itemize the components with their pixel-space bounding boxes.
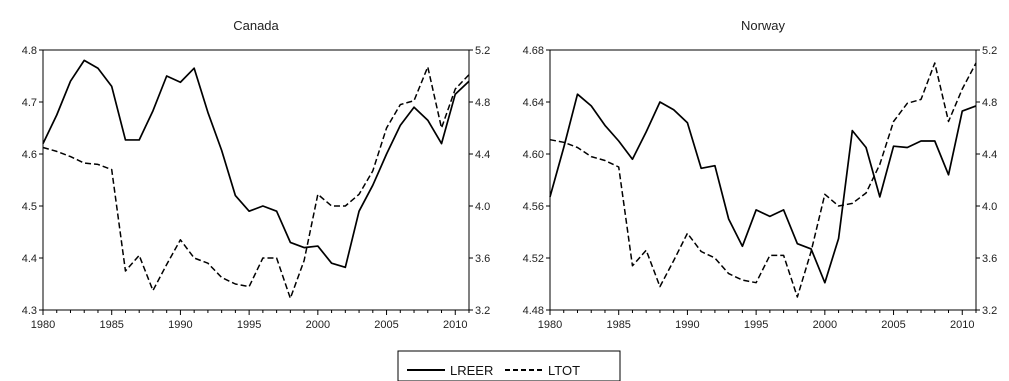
x-tick-label-canada: 1995 — [237, 319, 261, 331]
y-right-tick-label-norway: 3.2 — [982, 305, 997, 317]
y-right-tick-label-norway: 3.6 — [982, 253, 997, 265]
chart-title-norway: Norway — [741, 18, 786, 33]
y-left-tick-label-norway: 4.64 — [523, 97, 544, 109]
x-tick-label-norway: 2005 — [881, 319, 905, 331]
x-tick-label-canada: 2000 — [306, 319, 330, 331]
legend: LREER LTOT — [397, 350, 621, 381]
legend-label-ltot: LTOT — [548, 363, 580, 378]
x-tick-label-canada: 1985 — [99, 319, 123, 331]
x-tick-label-norway: 2010 — [950, 319, 974, 331]
y-right-tick-label-norway: 4.4 — [982, 149, 997, 161]
x-tick-label-canada: 1990 — [168, 319, 192, 331]
y-right-tick-label-norway: 5.2 — [982, 45, 997, 57]
y-left-tick-label-canada: 4.4 — [22, 253, 37, 265]
y-left-tick-label-norway: 4.52 — [523, 253, 544, 265]
panel-canada: Canada 4.3 4.4 4.5 4.6 4.7 4.8 3.2 3.6 4.0 4.4 4.8 5… — [22, 18, 491, 331]
y-left-tick-label-canada: 4.3 — [22, 305, 37, 317]
y-left-tick-label-canada: 4.8 — [22, 45, 37, 57]
y-left-tick-label-norway: 4.48 — [523, 305, 544, 317]
x-tick-label-canada: 1980 — [31, 319, 55, 331]
plot-frame-canada — [42, 49, 470, 311]
y-right-tick-label-canada: 4.4 — [475, 149, 490, 161]
y-right-tick-label-canada: 3.2 — [475, 305, 490, 317]
y-left-tick-label-norway: 4.68 — [523, 45, 544, 57]
y-right-tick-label-canada: 4.8 — [475, 97, 490, 109]
legend-box — [397, 350, 621, 381]
y-left-tick-label-canada: 4.5 — [22, 201, 37, 213]
y-left-tick-label-canada: 4.6 — [22, 149, 37, 161]
x-tick-label-canada: 2005 — [374, 319, 398, 331]
x-tick-label-norway: 1980 — [538, 319, 562, 331]
x-tick-label-norway: 1990 — [675, 319, 699, 331]
series-line-lreer-canada — [42, 59, 470, 269]
series-line-ltot-norway — [549, 62, 977, 298]
panel-norway: Norway 4.48 4.52 4.56 4.60 4.64 4.68 3.2 3.6 4.0 4… — [523, 18, 998, 331]
series-line-ltot-canada — [42, 66, 470, 300]
y-left-tick-label-norway: 4.56 — [523, 201, 544, 213]
chart-title-canada: Canada — [233, 18, 279, 33]
x-tick-label-norway: 1995 — [744, 319, 768, 331]
plot-frame-norway — [549, 49, 977, 311]
x-tick-label-canada: 2010 — [443, 319, 467, 331]
y-right-tick-label-norway: 4.8 — [982, 97, 997, 109]
y-right-tick-label-norway: 4.0 — [982, 201, 997, 213]
x-tick-label-norway: 2000 — [813, 319, 837, 331]
legend-label-lreer: LREER — [450, 363, 493, 378]
x-tick-label-norway: 1985 — [606, 319, 630, 331]
y-right-tick-label-canada: 3.6 — [475, 253, 490, 265]
y-left-tick-label-canada: 4.7 — [22, 97, 37, 109]
series-line-lreer-norway — [549, 93, 977, 284]
y-right-tick-label-canada: 4.0 — [475, 201, 490, 213]
y-left-tick-label-norway: 4.60 — [523, 149, 544, 161]
y-right-tick-label-canada: 5.2 — [475, 45, 490, 57]
